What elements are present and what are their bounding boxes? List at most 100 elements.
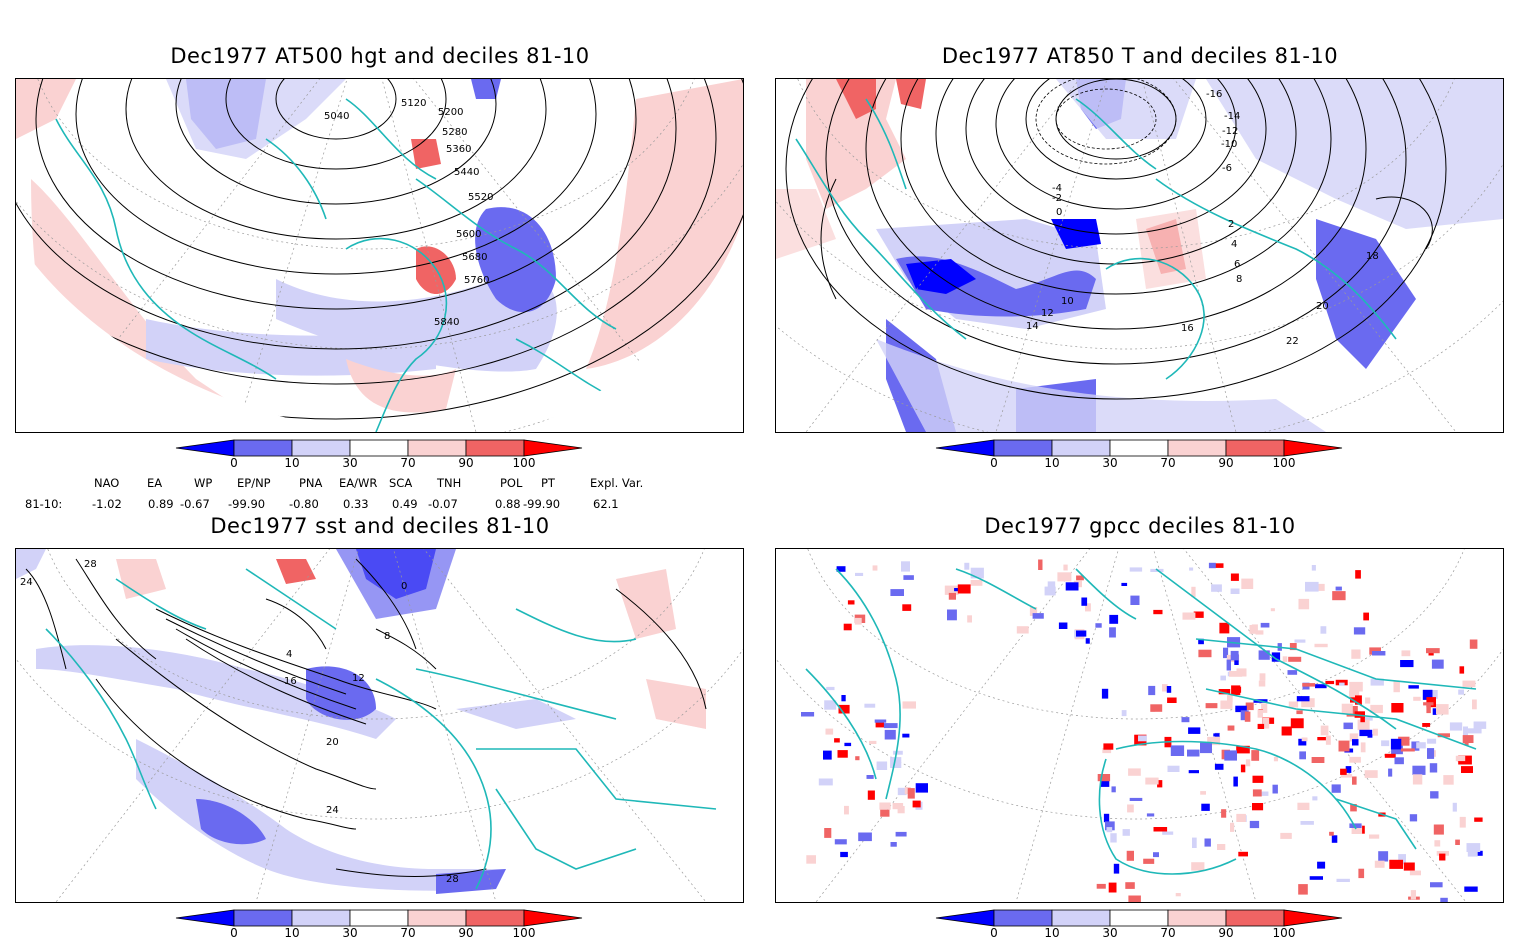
gpcc-decile-cell bbox=[1436, 704, 1449, 715]
gpcc-decile-cell bbox=[1439, 853, 1446, 861]
gpcc-decile-cell bbox=[1474, 850, 1483, 856]
contour-label: 5200 bbox=[438, 107, 463, 118]
gpcc-decile-cell bbox=[1305, 581, 1319, 592]
contour-label: 5120 bbox=[401, 98, 426, 109]
gpcc-decile-cell bbox=[1223, 647, 1229, 659]
tc-header-nao: NAO bbox=[94, 476, 120, 490]
gpcc-decile-cell bbox=[837, 750, 848, 758]
colorbar-top-left bbox=[175, 439, 583, 457]
gpcc-decile-cell bbox=[970, 580, 983, 586]
gpcc-decile-cell bbox=[1103, 743, 1114, 750]
colorbar-segment bbox=[1167, 909, 1227, 927]
gpcc-decile-cell bbox=[1127, 804, 1134, 813]
gpcc-decile-cell bbox=[1270, 608, 1275, 612]
gpcc-decile-cell bbox=[1434, 840, 1441, 847]
gpcc-decile-cell bbox=[1372, 728, 1378, 736]
gpcc-decile-cell bbox=[844, 805, 849, 815]
tc-header-ea: EA bbox=[147, 476, 163, 490]
gpcc-decile-cell bbox=[1359, 729, 1373, 737]
gpcc-decile-cell bbox=[1227, 695, 1233, 703]
gpcc-decile-cell bbox=[1109, 627, 1116, 638]
tc-value-pt: -99.90 bbox=[523, 497, 561, 511]
gpcc-decile-cell bbox=[1100, 779, 1110, 787]
gpcc-decile-cell bbox=[1430, 690, 1438, 699]
gpcc-decile-cell bbox=[1096, 883, 1106, 889]
gpcc-decile-cell bbox=[1245, 759, 1251, 767]
contour-label: 18 bbox=[1366, 251, 1379, 262]
gpcc-decile-cell bbox=[1422, 689, 1433, 700]
gpcc-decile-cell bbox=[1153, 609, 1163, 615]
gpcc-decile-cell bbox=[1350, 804, 1357, 812]
colorbar-segment bbox=[993, 909, 1053, 927]
gpcc-decile-cell bbox=[876, 761, 888, 770]
gpcc-decile-cell bbox=[1230, 588, 1240, 594]
gpcc-decile-cell bbox=[1063, 564, 1068, 571]
gpcc-decile-cell bbox=[1381, 740, 1390, 747]
gpcc-decile-cell bbox=[964, 562, 970, 570]
gpcc-decile-cell bbox=[1105, 821, 1115, 831]
gpcc-decile-cell bbox=[1394, 757, 1404, 765]
gpcc-decile-cell bbox=[1271, 652, 1281, 662]
gpcc-decile-cell bbox=[1403, 862, 1415, 871]
contour-label: 5440 bbox=[454, 167, 479, 178]
gpcc-decile-cell bbox=[1251, 750, 1260, 761]
colorbar-segment bbox=[291, 909, 351, 927]
cb2-tick-30: 30 bbox=[1102, 456, 1118, 470]
gpcc-decile-cell bbox=[897, 806, 905, 814]
gpcc-decile-cell bbox=[1125, 882, 1135, 889]
gpcc-decile-cell bbox=[1262, 718, 1270, 729]
cb4-tick-90: 90 bbox=[1218, 926, 1234, 940]
gpcc-decile-cell bbox=[872, 565, 878, 571]
gpcc-decile-cell bbox=[915, 783, 928, 793]
gpcc-decile-cell bbox=[823, 750, 832, 760]
tc-header-pt: PT bbox=[541, 476, 555, 490]
gpcc-decile-cell bbox=[1427, 738, 1437, 744]
gpcc-decile-cell bbox=[1227, 725, 1235, 731]
gpcc-decile-cell bbox=[1352, 739, 1359, 746]
gpcc-decile-cell bbox=[1340, 768, 1347, 775]
gpcc-decile-cell bbox=[1211, 584, 1222, 592]
sst-map: 28 24 0 4 8 12 16 20 24 28 bbox=[16, 549, 743, 902]
gpcc-decile-cell bbox=[1314, 643, 1328, 648]
gpcc-decile-cell bbox=[1153, 852, 1159, 858]
gpcc-decile-cell bbox=[1200, 791, 1206, 795]
gpcc-decile-cell bbox=[854, 617, 862, 625]
gpcc-decile-cell bbox=[1426, 702, 1431, 714]
gpcc-decile-cell bbox=[1288, 701, 1299, 708]
gpcc-decile-cell bbox=[1182, 612, 1196, 620]
gpcc-decile-cell bbox=[1409, 870, 1421, 876]
gpcc-decile-cell bbox=[1332, 591, 1346, 601]
gpcc-decile-cell bbox=[912, 800, 921, 808]
tc-header-epnp: EP/NP bbox=[237, 476, 271, 490]
cb1-tick-30: 30 bbox=[342, 456, 358, 470]
gpcc-decile-cell bbox=[1191, 862, 1205, 871]
contour-label: 6 bbox=[1234, 259, 1240, 270]
gpcc-decile-cell bbox=[1193, 611, 1204, 618]
colorbar-segment bbox=[349, 909, 409, 927]
map-panel-sst: 28 24 0 4 8 12 16 20 24 28 bbox=[15, 548, 744, 903]
gpcc-decile-cell bbox=[834, 738, 840, 743]
gpcc-decile-cell bbox=[1220, 700, 1233, 709]
contour-label: 16 bbox=[1181, 323, 1194, 334]
gpcc-decile-cell bbox=[836, 566, 846, 572]
gpcc-decile-cell bbox=[1400, 660, 1414, 668]
tc-header-eawr: EA/WR bbox=[339, 476, 378, 490]
cb2-tick-0: 0 bbox=[990, 456, 998, 470]
gpcc-decile-cell bbox=[1122, 829, 1130, 836]
gpcc-decile-cell bbox=[864, 703, 876, 708]
gpcc-decile-cell bbox=[1167, 697, 1177, 703]
contour-label: 14 bbox=[1026, 321, 1039, 332]
gpcc-decile-cell bbox=[1349, 733, 1359, 742]
colorbar-segment bbox=[1225, 909, 1285, 927]
gpcc-decile-cell bbox=[1057, 572, 1072, 582]
gpcc-decile-cell bbox=[1426, 648, 1440, 654]
gpcc-decile-cell bbox=[1331, 784, 1341, 793]
colorbar-segment bbox=[1225, 439, 1285, 457]
gpcc-decile-cell bbox=[1143, 858, 1155, 864]
colorbar-arrow-low bbox=[935, 909, 995, 927]
colorbar-bottom-right bbox=[935, 909, 1343, 927]
tc-value-explvar: 62.1 bbox=[593, 497, 619, 511]
contour-label: -6 bbox=[1222, 163, 1232, 174]
gpcc-decile-cell bbox=[1335, 679, 1348, 686]
contour-label: 5600 bbox=[456, 229, 481, 240]
